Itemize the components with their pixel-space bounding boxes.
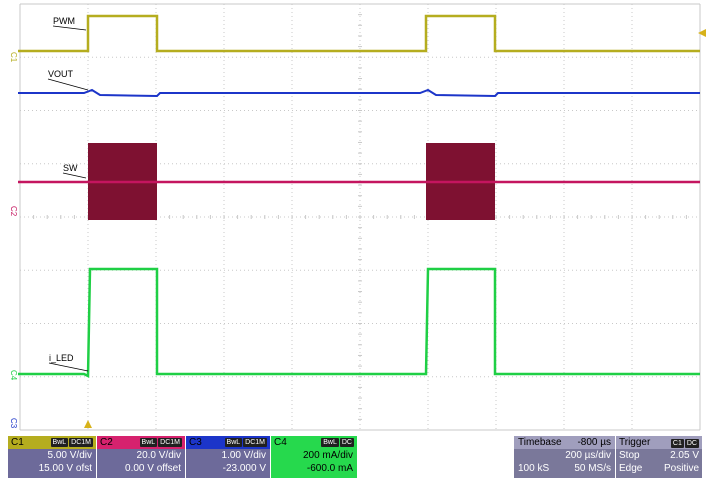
c2-name: C2 (100, 436, 113, 448)
sw-label: SW (63, 163, 78, 173)
c3-badge-coupling: DC1M (243, 438, 267, 447)
c2-descriptor[interactable]: C2 BwL DC1M 20.0 V/div 0.00 V offset (97, 436, 185, 478)
c2-offset: 0.00 V offset (125, 463, 181, 474)
c1-badge-bwl: BwL (50, 438, 69, 447)
c3-badge-bwl: BwL (224, 438, 243, 447)
c4-offset: -600.0 mA (306, 463, 353, 474)
c4-descriptor[interactable]: C4 BwL DC 200 mA/div -600.0 mA (271, 436, 357, 478)
iled-label: i_LED (49, 353, 74, 363)
pwm-label: PWM (53, 16, 75, 26)
trigger-coupling-badge: DC (684, 439, 699, 448)
c4-badge-coupling: DC (339, 438, 354, 447)
c3-scale: 1.00 V/div (221, 450, 266, 461)
c3-offset: -23.000 V (222, 463, 266, 474)
timebase-offset: -800 µs (577, 437, 611, 448)
timebase-per-div: 200 µs/div (565, 450, 611, 461)
timebase-samples: 100 kS (518, 463, 550, 474)
iled-trace (18, 267, 700, 379)
trigger-level: 2.05 V (670, 450, 699, 461)
vout-trace (18, 88, 700, 98)
trigger-descriptor[interactable]: Trigger C1 DC Stop 2.05 V Edge Positive (616, 436, 702, 478)
c2-badge-coupling: DC1M (158, 438, 182, 447)
trigger-time-marker[interactable] (84, 420, 92, 428)
trigger-level-marker[interactable] (698, 29, 706, 37)
c3-name: C3 (189, 436, 202, 448)
pwm-trace (18, 14, 700, 53)
c4-name: C4 (274, 436, 287, 448)
c1-badge-coupling: DC1M (69, 438, 93, 447)
c2-scale: 20.0 V/div (136, 450, 181, 461)
vout-label: VOUT (48, 69, 74, 79)
timebase-rate: 50 MS/s (574, 463, 611, 474)
c2-marker[interactable]: C2 (9, 206, 18, 217)
c1-scale: 5.00 V/div (47, 450, 92, 461)
c4-scale: 200 mA/div (302, 450, 353, 461)
c4-marker[interactable]: C4 (9, 370, 18, 381)
c1-name: C1 (11, 436, 24, 448)
trigger-label: Trigger (619, 437, 651, 448)
c1-offset: 15.00 V ofst (38, 463, 92, 474)
c3-marker[interactable]: C3 (9, 418, 18, 429)
timebase-label: Timebase (518, 437, 562, 448)
c1-descriptor[interactable]: C1 BwL DC1M 5.00 V/div 15.00 V ofst (8, 436, 96, 478)
timebase-descriptor[interactable]: Timebase -800 µs 200 µs/div 100 kS 50 MS/s (514, 436, 615, 478)
c4-badge-bwl: BwL (321, 438, 339, 447)
trigger-source-badge: C1 (670, 439, 684, 448)
trigger-mode: Stop (619, 450, 640, 461)
trigger-slope: Positive (663, 463, 699, 474)
c1-marker[interactable]: C1 (9, 52, 18, 63)
c3-descriptor[interactable]: C3 BwL DC1M 1.00 V/div -23.000 V (186, 436, 270, 478)
c2-badge-bwl: BwL (139, 438, 158, 447)
trigger-type: Edge (619, 463, 643, 474)
